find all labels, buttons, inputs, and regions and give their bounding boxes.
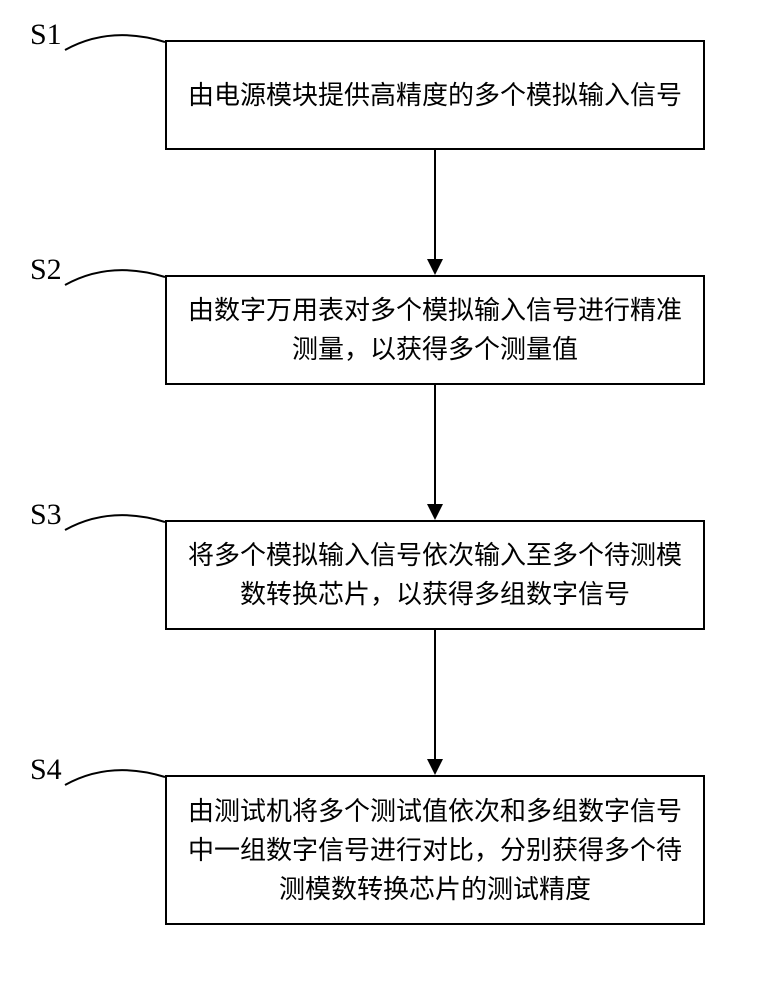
step-label-s2: S2 [30,253,62,287]
arrow-s2-s3-head [427,504,443,520]
step-box-s1: 由电源模块提供高精度的多个模拟输入信号 [165,40,705,150]
arrow-s1-s2-line [434,150,436,259]
step-label-s3: S3 [30,498,62,532]
arrow-s1-s2-head [427,259,443,275]
step-box-s4: 由测试机将多个测试值依次和多组数字信号中一组数字信号进行对比，分别获得多个待测模… [165,775,705,925]
step-label-s4: S4 [30,753,62,787]
step-label-s1: S1 [30,18,62,52]
step-text: 由数字万用表对多个模拟输入信号进行精准测量，以获得多个测量值 [187,291,683,369]
arrow-s3-s4-head [427,759,443,775]
step-box-s3: 将多个模拟输入信号依次输入至多个待测模数转换芯片，以获得多组数字信号 [165,520,705,630]
arrow-s2-s3-line [434,385,436,504]
arrow-s3-s4-line [434,630,436,759]
step-text: 将多个模拟输入信号依次输入至多个待测模数转换芯片，以获得多组数字信号 [187,536,683,614]
step-text: 由电源模块提供高精度的多个模拟输入信号 [188,76,682,115]
step-box-s2: 由数字万用表对多个模拟输入信号进行精准测量，以获得多个测量值 [165,275,705,385]
flowchart-canvas: 由电源模块提供高精度的多个模拟输入信号 S1 由数字万用表对多个模拟输入信号进行… [0,0,777,1000]
step-text: 由测试机将多个测试值依次和多组数字信号中一组数字信号进行对比，分别获得多个待测模… [187,792,683,909]
